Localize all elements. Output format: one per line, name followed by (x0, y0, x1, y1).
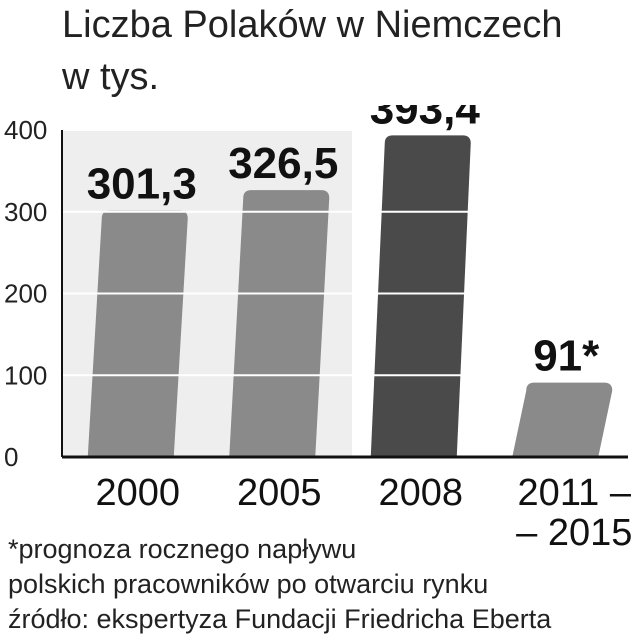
y-tick-label: 0 (4, 442, 18, 472)
bar-chart: 0 100 200 300 400 301,3 326,5 393,4 91* 2000 2005 2… (4, 105, 632, 554)
bar-2000 (87, 210, 188, 457)
x-tick-label: 2011 – (518, 472, 632, 514)
bar-2008 (370, 135, 471, 457)
y-tick-label: 200 (4, 279, 47, 309)
x-tick-label: 2008 (378, 472, 463, 514)
y-tick-label: 300 (4, 197, 47, 227)
y-tick-label: 100 (4, 360, 47, 390)
value-label: 91* (533, 332, 600, 381)
chart-title: Liczba Polaków w Niemczech (62, 4, 563, 46)
chart-unit: w tys. (62, 56, 160, 98)
value-label: 301,3 (87, 160, 197, 209)
x-tick-label: – 2015 (516, 512, 632, 554)
footnote-forecast-cont: polskich pracowników po otwarciu rynku (8, 569, 489, 599)
bar-2005 (229, 190, 330, 457)
value-label: 326,5 (228, 139, 338, 188)
x-tick-label: 2000 (95, 472, 180, 514)
bar-2011 (512, 382, 613, 457)
footnote-source: źródło: ekspertyza Fundacji Friedricha E… (8, 604, 552, 634)
y-tick-label: 400 (4, 115, 47, 145)
value-label: 393,4 (370, 105, 481, 133)
footnote-forecast: *prognoza rocznego napływu (8, 534, 357, 564)
x-tick-label: 2005 (237, 472, 322, 514)
